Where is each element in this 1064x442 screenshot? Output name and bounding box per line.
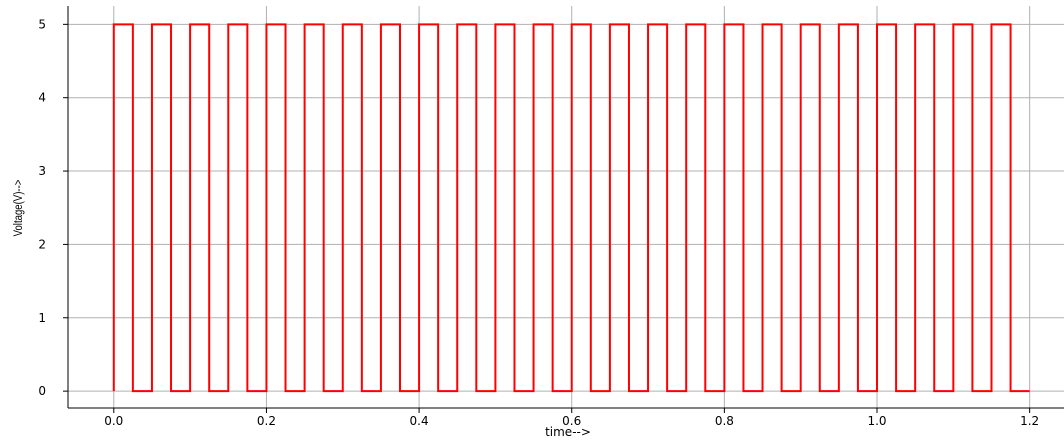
x-tick-label-1: 0.2 (257, 414, 276, 428)
x-tick-label-6: 1.2 (1020, 414, 1039, 428)
x-axis-ticks: 0.0 0.2 0.4 0.6 0.8 1.0 1.2 (104, 408, 1039, 428)
y-tick-label-5: 5 (38, 17, 46, 31)
axes (67, 6, 1064, 409)
x-axis-label: time--> (545, 425, 591, 439)
y-axis-label: Voltage(V)--> (12, 180, 25, 237)
y-tick-label-2: 2 (38, 237, 46, 251)
y-axis-ticks: 0 1 2 3 4 5 (38, 17, 68, 398)
y-tick-label-3: 3 (38, 164, 46, 178)
plot-area (112, 23, 1030, 393)
series-line-0 (112, 23, 1030, 393)
x-tick-label-5: 1.0 (867, 414, 886, 428)
x-tick-label-3: 0.6 (562, 414, 581, 428)
y-tick-label-4: 4 (38, 91, 46, 105)
y-tick-label-1: 1 (38, 311, 46, 325)
x-tick-label-0: 0.0 (104, 414, 123, 428)
y-tick-label-0: 0 (38, 384, 46, 398)
x-tick-label-4: 0.8 (715, 414, 734, 428)
x-tick-label-2: 0.4 (410, 414, 429, 428)
